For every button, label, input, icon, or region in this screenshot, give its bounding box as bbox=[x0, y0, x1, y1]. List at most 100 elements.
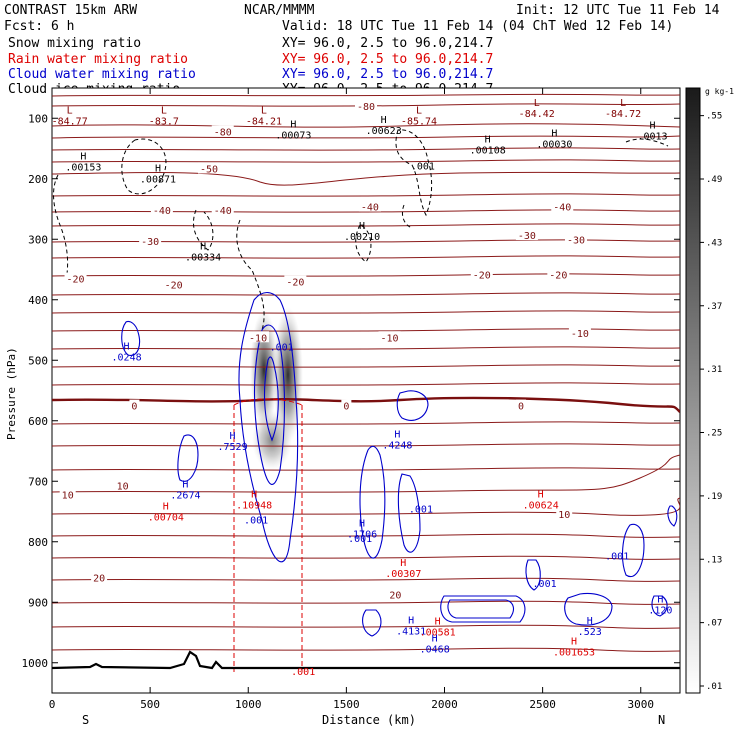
isotherm-label-bg bbox=[91, 571, 108, 583]
extremum-value: -84.77 bbox=[52, 116, 88, 127]
extremum-marker: H bbox=[80, 151, 86, 162]
extremum-value: .00108 bbox=[470, 145, 506, 156]
colorbar-level-label: .25 bbox=[706, 429, 722, 439]
isotherm-label: -30 bbox=[518, 231, 536, 242]
forecast-hour: Fcst: 6 h bbox=[4, 19, 74, 34]
colorbar-ramp bbox=[685, 87, 701, 694]
contour-value-label: .001 bbox=[411, 162, 435, 173]
org-label: NCAR/MMMM bbox=[244, 3, 315, 18]
isotherm-line bbox=[52, 443, 680, 447]
isotherm-line bbox=[52, 171, 680, 186]
extremum-value: .00153 bbox=[65, 162, 101, 173]
isotherm-label: -20 bbox=[165, 281, 183, 292]
extremum-marker: H bbox=[408, 615, 414, 626]
axes: 0 500 1000 1500 2000 2500 30001002003004005006… bbox=[22, 88, 680, 711]
contour-value-label: .001 bbox=[291, 667, 315, 678]
cloud-water-contour bbox=[359, 445, 386, 559]
extremum-marker: H bbox=[155, 163, 161, 174]
extremum-marker: H bbox=[230, 431, 236, 442]
extremum-marker: H bbox=[432, 634, 438, 645]
extremum-value: -84.21 bbox=[246, 116, 282, 127]
extremum-value: .120 bbox=[648, 605, 672, 616]
isotherm-label: -40 bbox=[361, 203, 379, 214]
cloud-water-contour bbox=[397, 473, 421, 553]
cloud-water-contour bbox=[564, 592, 613, 626]
extremum-value: .00871 bbox=[140, 174, 176, 185]
extremum-marker: H bbox=[359, 221, 365, 232]
isotherm-label-bg bbox=[551, 200, 574, 212]
isotherm-line bbox=[52, 159, 680, 163]
isotherm-label: 20 bbox=[93, 573, 105, 584]
field-rain-name: Rain water mixing ratio bbox=[8, 52, 188, 67]
y-tick-label: 500 bbox=[28, 354, 48, 367]
colorbar-level-label: .43 bbox=[706, 238, 722, 248]
cloud-water-contour bbox=[525, 559, 541, 591]
extremum-marker: H bbox=[400, 558, 406, 569]
isotherm-label: -20 bbox=[549, 270, 567, 281]
extremum-marker: H bbox=[163, 502, 169, 513]
isotherm-label-bg bbox=[247, 331, 270, 343]
isotherm-label: -10 bbox=[381, 333, 399, 344]
isotherm-line bbox=[52, 421, 680, 425]
cloud-ice-contour bbox=[625, 138, 669, 147]
isotherm-label: 0 bbox=[518, 402, 524, 413]
extremum-marker: H bbox=[538, 490, 544, 501]
y-tick-label: 800 bbox=[28, 536, 48, 549]
field-snow-name: Snow mixing ratio bbox=[8, 36, 141, 51]
extremum-value: .00073 bbox=[275, 130, 311, 141]
isotherm-label: -20 bbox=[473, 270, 491, 281]
isotherm-label: -20 bbox=[67, 275, 85, 286]
model-title: CONTRAST 15km ARW bbox=[4, 3, 137, 18]
cloud-water-contour bbox=[651, 595, 668, 617]
cloud-water-contour bbox=[447, 599, 515, 619]
isotherm-label-bg bbox=[59, 488, 76, 500]
colorbar-level-label: .01 bbox=[706, 682, 722, 692]
isotherm-line bbox=[52, 255, 680, 259]
isotherm-label-bg bbox=[341, 399, 352, 411]
cloud-water-contour bbox=[253, 324, 286, 485]
y-tick-label: 400 bbox=[28, 294, 48, 307]
extremum-value: .10948 bbox=[236, 501, 272, 512]
extremum-value: .4248 bbox=[382, 441, 412, 452]
extremum-marker: H bbox=[182, 479, 188, 490]
isotherm-label: -20 bbox=[286, 278, 304, 289]
colorbar: g kg-1 .01 .07 .13 .19 .25 .31 .37 .43 .49 .55 bbox=[685, 87, 734, 694]
contour-value-label: .001 bbox=[244, 516, 268, 527]
field-snow-xy: XY= 96.0, 2.5 to 96.0,214.7 bbox=[282, 36, 493, 51]
isotherm-line bbox=[52, 93, 680, 97]
extremum-value: -83.7 bbox=[149, 116, 179, 127]
isotherm-label: 10 bbox=[62, 491, 74, 502]
isotherm-line bbox=[52, 454, 680, 493]
isotherm-label: -40 bbox=[553, 203, 571, 214]
isotherm-line bbox=[52, 382, 680, 386]
isotherm-label-bg bbox=[378, 331, 401, 343]
extremum-marker: H bbox=[124, 341, 130, 352]
isotherm-label: -80 bbox=[357, 102, 375, 113]
cloud-ice-contour bbox=[395, 129, 433, 217]
contour-value-label: .001 bbox=[533, 579, 557, 590]
field-cloudwater-name: Cloud water mixing ratio bbox=[8, 67, 196, 82]
isotherm-label-bg bbox=[129, 399, 140, 411]
cloud-water-contour bbox=[621, 523, 645, 578]
extremum-value: .00624 bbox=[523, 501, 559, 512]
rain-water-contours bbox=[233, 398, 303, 672]
isotherm-label-bg bbox=[114, 479, 131, 491]
isotherm-line bbox=[52, 533, 680, 538]
extremum-marker: H bbox=[290, 119, 296, 130]
isotherm-label: 0 bbox=[131, 402, 137, 413]
isotherm-line bbox=[52, 555, 680, 560]
extremum-value: .7529 bbox=[217, 442, 247, 453]
isotherm-label: 10 bbox=[558, 510, 570, 521]
extremum-marker: H bbox=[381, 115, 387, 126]
extremum-marker: L bbox=[261, 105, 267, 116]
extremum-value: -85.74 bbox=[401, 116, 437, 127]
isotherm-line bbox=[52, 135, 680, 139]
extremum-value: -84.42 bbox=[519, 109, 555, 120]
isotherm-label-bg bbox=[568, 327, 591, 339]
extremum-value: .00704 bbox=[148, 513, 184, 524]
rain-water-contour bbox=[233, 398, 303, 406]
x-axis-title: Distance (km) bbox=[322, 713, 416, 727]
isotherm-line bbox=[52, 273, 680, 277]
field-rain-xy: XY= 96.0, 2.5 to 96.0,214.7 bbox=[282, 52, 493, 67]
